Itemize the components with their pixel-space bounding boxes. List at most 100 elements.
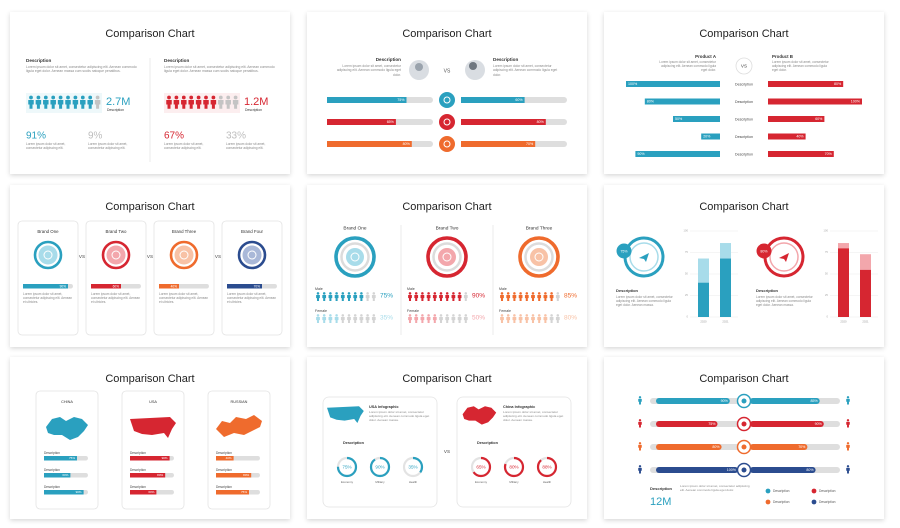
label: VS <box>741 64 747 69</box>
person-head <box>550 292 553 295</box>
person-body <box>359 317 364 324</box>
icon-glyph <box>43 250 53 260</box>
person-body <box>439 295 443 302</box>
person-icon <box>445 292 450 302</box>
label: Description <box>493 57 518 62</box>
x-tick-label: 2020 <box>700 320 707 324</box>
person-head <box>408 314 412 317</box>
person-head <box>181 95 186 100</box>
label: Description <box>130 468 146 472</box>
person-body <box>50 100 56 109</box>
bar <box>768 151 834 157</box>
paragraph: Lorem ipsum dolor sit amet, consectetur … <box>26 142 66 151</box>
paragraph: Lorem ipsum dolor sit amet, consectetur … <box>159 292 209 305</box>
icon-glyph <box>741 444 747 450</box>
person-head <box>51 95 56 100</box>
person-icon <box>359 314 364 324</box>
label: Brand One <box>37 229 59 234</box>
paragraph: Lorem ipsum dolor sit amet, consectetur … <box>226 142 266 151</box>
bar-label: 65% <box>387 120 395 124</box>
icon-glyph <box>741 421 747 427</box>
brand-card <box>85 220 147 336</box>
icon-circle <box>242 245 262 265</box>
person-head <box>66 95 70 100</box>
person-icon <box>512 292 517 302</box>
person-body <box>555 295 560 302</box>
person-head <box>531 292 535 295</box>
person-icon <box>316 292 320 302</box>
person-body <box>512 295 517 302</box>
person-head <box>347 292 351 295</box>
label: 80% <box>760 249 768 253</box>
ring <box>237 240 267 270</box>
person-icon <box>506 292 511 302</box>
person-head <box>433 292 437 295</box>
bar-label: 75% <box>708 422 716 426</box>
icon-glyph <box>443 140 451 148</box>
person-icon <box>439 314 443 324</box>
brand-card <box>153 220 215 336</box>
person-icon <box>426 292 431 302</box>
person-head <box>226 95 231 100</box>
person-icon <box>638 419 642 428</box>
bar <box>23 284 68 289</box>
label: Brand Four <box>241 229 264 234</box>
person-head <box>544 314 547 317</box>
slide-title: Comparison Chart <box>105 201 194 213</box>
paragraph: Lorem ipsum dolor sit amet, consectetur … <box>336 64 401 77</box>
person-icon <box>500 314 504 324</box>
label: Male <box>315 287 323 291</box>
person-body <box>328 317 333 324</box>
person-head <box>458 314 461 317</box>
person-body <box>638 398 642 405</box>
icon-glyph <box>111 250 121 260</box>
label: Male <box>407 287 415 291</box>
donut-arc <box>536 456 558 478</box>
person-head <box>846 419 850 422</box>
person-icon <box>420 292 425 302</box>
label: China Infographic <box>503 405 535 409</box>
label: USA <box>149 400 157 404</box>
slide-title: Comparison Chart <box>402 201 491 213</box>
bar <box>327 119 396 125</box>
ring <box>340 242 370 272</box>
person-icon <box>166 95 172 109</box>
label: 35% <box>408 465 417 470</box>
y-tick-label: 100 <box>683 229 688 233</box>
label: Description <box>216 485 232 489</box>
person-icon <box>531 314 535 324</box>
person-head <box>433 314 437 317</box>
person-body <box>463 295 468 302</box>
person-head <box>335 292 338 295</box>
text-block: Lorem ipsum dolor sit amet, consectetur … <box>659 60 716 72</box>
person-icon <box>232 95 239 109</box>
label: Description <box>756 288 779 293</box>
bar <box>656 444 722 450</box>
label: Description <box>164 58 189 63</box>
icon-glyph <box>442 252 452 262</box>
icon-glyph <box>639 253 649 262</box>
label: Description <box>44 468 60 472</box>
person-icon <box>334 314 339 324</box>
person-head <box>360 314 363 317</box>
text-block: Lorem ipsum dolor sit amet, consectetur … <box>503 410 563 422</box>
bar <box>44 456 77 461</box>
person-icon <box>353 314 358 324</box>
legend-label: Description <box>819 489 836 493</box>
person-icon <box>457 314 462 324</box>
person-head <box>43 95 48 100</box>
person-body <box>353 317 358 324</box>
slide-title: Comparison Chart <box>402 28 491 40</box>
person-icon <box>846 465 850 474</box>
stat-value: 90% <box>472 293 485 300</box>
label: Health <box>543 480 552 484</box>
text-block: Lorem ipsum dolor sit amet, consectetur … <box>26 65 137 73</box>
bar-segment <box>698 282 709 317</box>
person-icon <box>181 95 187 109</box>
person-icon <box>543 314 548 324</box>
person-icon <box>445 314 450 324</box>
label: Description <box>245 108 262 112</box>
person-body <box>316 295 320 302</box>
label: Brand Three <box>526 225 553 231</box>
